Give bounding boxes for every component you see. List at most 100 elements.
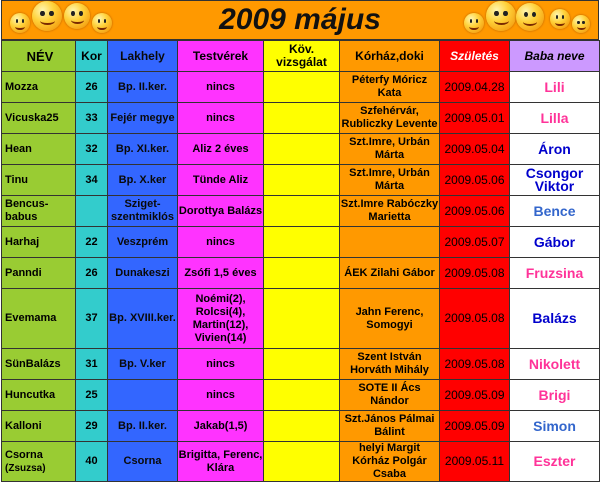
cell-testverek: nincs	[177, 348, 264, 380]
table-row: Bencus-babus Sziget-szentmiklós Dorottya B…	[1, 195, 600, 227]
cell-nev-text: Evemama	[5, 312, 57, 324]
cell-testverek: Zsófi 1,5 éves	[177, 257, 264, 289]
cell-nev: Bencus-babus	[1, 195, 76, 227]
cell-nev-text: Hean	[5, 142, 32, 155]
cell-testverek: Aliz 2 éves	[177, 133, 264, 165]
cell-baba-neve: Nikolett	[509, 348, 600, 380]
cell-lakhely	[107, 379, 178, 411]
cell-nev: Mozza	[1, 71, 76, 103]
cell-kor: 25	[75, 379, 108, 411]
cell-korhaz: Péterfy Móricz Kata	[339, 71, 440, 103]
cell-baba-neve: Brigi	[509, 379, 600, 411]
cell-kov-vizsgalat	[263, 410, 340, 442]
cell-nev: Hean	[1, 133, 76, 165]
cell-lakhely: Dunakeszi	[107, 257, 178, 289]
cell-nev: Vicuska25	[1, 102, 76, 134]
cell-kor: 33	[75, 102, 108, 134]
cell-kor: 26	[75, 71, 108, 103]
smiley-icon	[486, 1, 516, 31]
cell-szules: 2009.05.08	[439, 348, 510, 380]
cell-testverek: nincs	[177, 102, 264, 134]
cell-testverek: Tünde Aliz	[177, 164, 264, 196]
table-row: SünBalázs 31 Bp. V.ker nincs Szent István Ho…	[1, 348, 600, 380]
cell-baba-neve: Lili	[509, 71, 600, 103]
cell-nev: Tinu	[1, 164, 76, 196]
cell-testverek: nincs	[177, 226, 264, 258]
title-banner: 2009 május	[1, 0, 599, 40]
cell-lakhely: Csorna	[107, 441, 178, 482]
cell-szules: 2009.05.11	[439, 441, 510, 482]
cell-kov-vizsgalat	[263, 195, 340, 227]
cell-kor: 32	[75, 133, 108, 165]
cell-baba-neve: Lilla	[509, 102, 600, 134]
header-szules: Születés	[439, 40, 510, 72]
cell-lakhely: Bp. V.ker	[107, 348, 178, 380]
cell-szules: 2009.05.07	[439, 226, 510, 258]
cell-nev-text: Kalloni	[5, 419, 42, 432]
cell-korhaz: Szt.Imre, Urbán Márta	[339, 133, 440, 165]
table-row: Harhaj 22 Veszprém nincs 2009.05.07 Gábor	[1, 226, 600, 258]
smiley-icon	[92, 13, 112, 33]
cell-nev-text: Csorna	[5, 448, 43, 461]
cell-testverek: Jakab(1,5)	[177, 410, 264, 442]
smiley-icon	[64, 3, 90, 29]
cell-lakhely: Bp. X.ker	[107, 164, 178, 196]
cell-nev-text: Vicuska25	[5, 111, 59, 124]
births-table: NÉV Kor Lakhely Testvérek Köv. vizsgálat…	[1, 40, 600, 482]
cell-testverek: nincs	[177, 71, 264, 103]
cell-szules: 2009.05.09	[439, 410, 510, 442]
table-row: Hean 32 Bp. XI.ker. Aliz 2 éves Szt.Imre, Ur…	[1, 133, 600, 165]
cell-kov-vizsgalat	[263, 102, 340, 134]
cell-lakhely: Bp. II.ker.	[107, 410, 178, 442]
table-row: Kalloni 29 Bp. II.ker. Jakab(1,5) Szt.János …	[1, 410, 600, 442]
smiley-icon	[572, 15, 590, 33]
smiley-icon	[550, 9, 570, 29]
table-row: Mozza 26 Bp. II.ker. nincs Péterfy Móricz Ka…	[1, 71, 600, 103]
header-lakhely: Lakhely	[107, 40, 178, 72]
smiley-icon	[516, 3, 544, 31]
cell-nev: Csorna (Zsuzsa)	[1, 441, 76, 482]
cell-kov-vizsgalat	[263, 226, 340, 258]
cell-nev-text: Bencus-babus	[5, 198, 49, 223]
smiley-icon	[464, 13, 484, 33]
table-row: Huncutka 25 nincs SOTE II Ács Nándor 2009.05…	[1, 379, 600, 411]
cell-baba-neve: Bence	[509, 195, 600, 227]
cell-lakhely: Veszprém	[107, 226, 178, 258]
cell-szules: 2009.05.08	[439, 288, 510, 349]
cell-korhaz: Szt.Imre, Urbán Márta	[339, 164, 440, 196]
header-testverek: Testvérek	[177, 40, 264, 72]
cell-szules: 2009.04.28	[439, 71, 510, 103]
cell-kov-vizsgalat	[263, 441, 340, 482]
cell-korhaz: helyi Margit Kórház Polgár Csaba	[339, 441, 440, 482]
cell-nev: Panndi	[1, 257, 76, 289]
header-nev: NÉV	[1, 40, 76, 72]
cell-kor: 26	[75, 257, 108, 289]
cell-szules: 2009.05.08	[439, 257, 510, 289]
table-row: Vicuska25 33 Fejér megye nincs Szfehérvár, R…	[1, 102, 600, 134]
cell-kov-vizsgalat	[263, 164, 340, 196]
cell-testverek: Brigitta, Ferenc, Klára	[177, 441, 264, 482]
cell-nev-sub: (Zsuzsa)	[5, 462, 46, 474]
cell-kov-vizsgalat	[263, 133, 340, 165]
cell-baba-neve: Eszter	[509, 441, 600, 482]
cell-kov-vizsgalat	[263, 71, 340, 103]
cell-kov-vizsgalat	[263, 288, 340, 349]
smiley-icon	[32, 1, 62, 31]
cell-korhaz: SOTE II Ács Nándor	[339, 379, 440, 411]
cell-nev: Harhaj	[1, 226, 76, 258]
cell-lakhely: Fejér megye	[107, 102, 178, 134]
cell-korhaz: Jahn Ferenc, Somogyi	[339, 288, 440, 349]
smiley-icon	[10, 13, 30, 33]
cell-baba-neve: Csongor Viktor	[509, 164, 600, 196]
table-row: Evemama 37 Bp. XVIII.ker. Noémi(2), Rolcsi(…	[1, 288, 600, 349]
cell-kor: 34	[75, 164, 108, 196]
cell-kor: 40	[75, 441, 108, 482]
cell-lakhely: Bp. XVIII.ker.	[107, 288, 178, 349]
cell-baba-neve: Áron	[509, 133, 600, 165]
cell-baba-neve: Gábor	[509, 226, 600, 258]
cell-szules: 2009.05.01	[439, 102, 510, 134]
cell-nev: SünBalázs	[1, 348, 76, 380]
cell-kor: 37	[75, 288, 108, 349]
cell-korhaz: Szt.Imre Rabóczky Marietta	[339, 195, 440, 227]
cell-testverek: Dorottya Balázs	[177, 195, 264, 227]
